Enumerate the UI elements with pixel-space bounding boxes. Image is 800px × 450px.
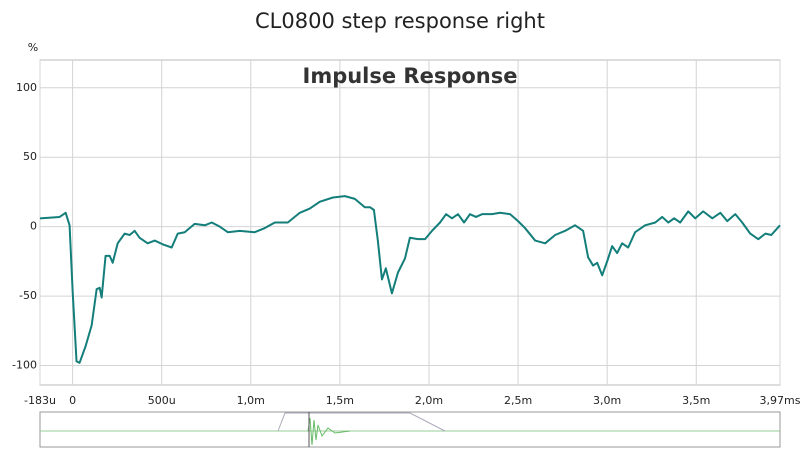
x-tick-label: -183u — [24, 394, 56, 407]
y-tick-label: 100 — [16, 81, 37, 94]
x-tick-label: 1,0m — [237, 394, 265, 407]
overview-window — [277, 412, 446, 432]
plot-title: Impulse Response — [303, 64, 518, 88]
x-tick-label: 3,97ms — [760, 394, 800, 407]
x-tick-label: 2,5m — [504, 394, 532, 407]
x-tick-label: 2,0m — [415, 394, 443, 407]
y-tick-label: 0 — [30, 220, 37, 233]
y-tick-label: 50 — [23, 150, 37, 163]
y-tick-label: -50 — [19, 289, 37, 302]
y-tick-label: -100 — [12, 359, 37, 372]
overview-trace — [307, 417, 351, 446]
chart-title: CL0800 step response right — [255, 9, 545, 33]
x-tick-label: 3,5m — [682, 394, 710, 407]
x-tick-label: 500u — [148, 394, 176, 407]
x-tick-label: 0 — [69, 394, 76, 407]
y-axis-label: % — [28, 41, 38, 54]
x-tick-label: 3,0m — [593, 394, 621, 407]
line-series — [39, 195, 781, 364]
overview-frame — [39, 411, 781, 448]
overview — [39, 411, 781, 448]
x-tick-label: 1,5m — [326, 394, 354, 407]
